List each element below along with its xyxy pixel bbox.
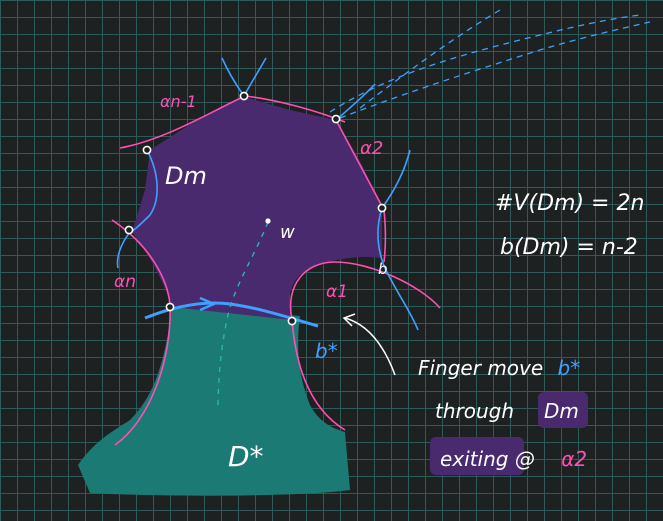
formula-vertex-count: #V(Dm) = 2n xyxy=(495,191,644,216)
blue-arc-right-lower xyxy=(377,207,419,331)
note-line-3-text: exiting @ xyxy=(440,447,535,471)
label-b-star: b* xyxy=(315,339,338,363)
blue-arc-left-bottom xyxy=(116,231,131,269)
note-line-2-text: through xyxy=(435,399,514,423)
finger-move-note: Finger move b* through Dm exiting @ α2 xyxy=(418,356,588,475)
dashed-path-w xyxy=(217,221,269,411)
note-dm-highlight xyxy=(538,392,588,428)
note-exiting-highlight xyxy=(430,437,524,475)
dashed-strand-2 xyxy=(339,21,651,119)
note-line-1: Finger move b* xyxy=(418,356,580,380)
note-line-1-sym: b* xyxy=(558,356,581,380)
label-alpha-n-minus-1: αn-1 xyxy=(160,92,197,111)
vertex-left xyxy=(124,225,134,235)
note-line-2: through Dm xyxy=(435,399,579,423)
blue-arc-top xyxy=(221,57,267,98)
note-line-3-sym: α2 xyxy=(561,447,587,471)
vertex-right xyxy=(377,203,387,213)
label-alpha-n: αn xyxy=(114,272,136,292)
vertex-top xyxy=(239,91,249,101)
finger-move-arrow xyxy=(199,296,218,312)
label-point-w: w xyxy=(280,222,295,243)
pink-arc-left xyxy=(111,219,171,306)
blue-arc-right xyxy=(381,149,411,209)
label-region-d-star: D* xyxy=(228,440,264,473)
label-alpha-2: α2 xyxy=(360,138,383,159)
pink-arc-alpha1 xyxy=(289,261,441,321)
region-d-star xyxy=(78,305,350,496)
label-region-d-m: Dm xyxy=(165,162,207,190)
note-line-2-sym: Dm xyxy=(544,399,579,423)
note-line-1-text: Finger move xyxy=(418,356,543,380)
vertex-markers xyxy=(124,91,387,326)
dashed-strand-3 xyxy=(359,9,501,109)
vertex-top-right xyxy=(331,114,341,124)
dashed-strand-1 xyxy=(329,14,641,113)
curved-pointer-arrowhead xyxy=(342,313,356,327)
vertex-bottom-right xyxy=(287,316,297,326)
pink-arc-right-lower xyxy=(291,319,346,431)
label-b: b xyxy=(378,260,388,278)
vertex-bottom-left xyxy=(165,302,175,312)
vertex-left-top xyxy=(142,145,152,155)
pink-arc-left-lower xyxy=(114,304,171,446)
blue-arc-right-top xyxy=(335,83,376,121)
label-alpha-1: α1 xyxy=(326,282,348,302)
dashed-strands xyxy=(329,9,651,119)
point-w-dot xyxy=(265,218,271,224)
blue-arc-left xyxy=(129,149,158,233)
formula-b-count: b(Dm) = n-2 xyxy=(500,235,638,260)
note-line-3: exiting @ α2 xyxy=(440,447,587,471)
curved-pointer-arrow xyxy=(344,317,396,376)
